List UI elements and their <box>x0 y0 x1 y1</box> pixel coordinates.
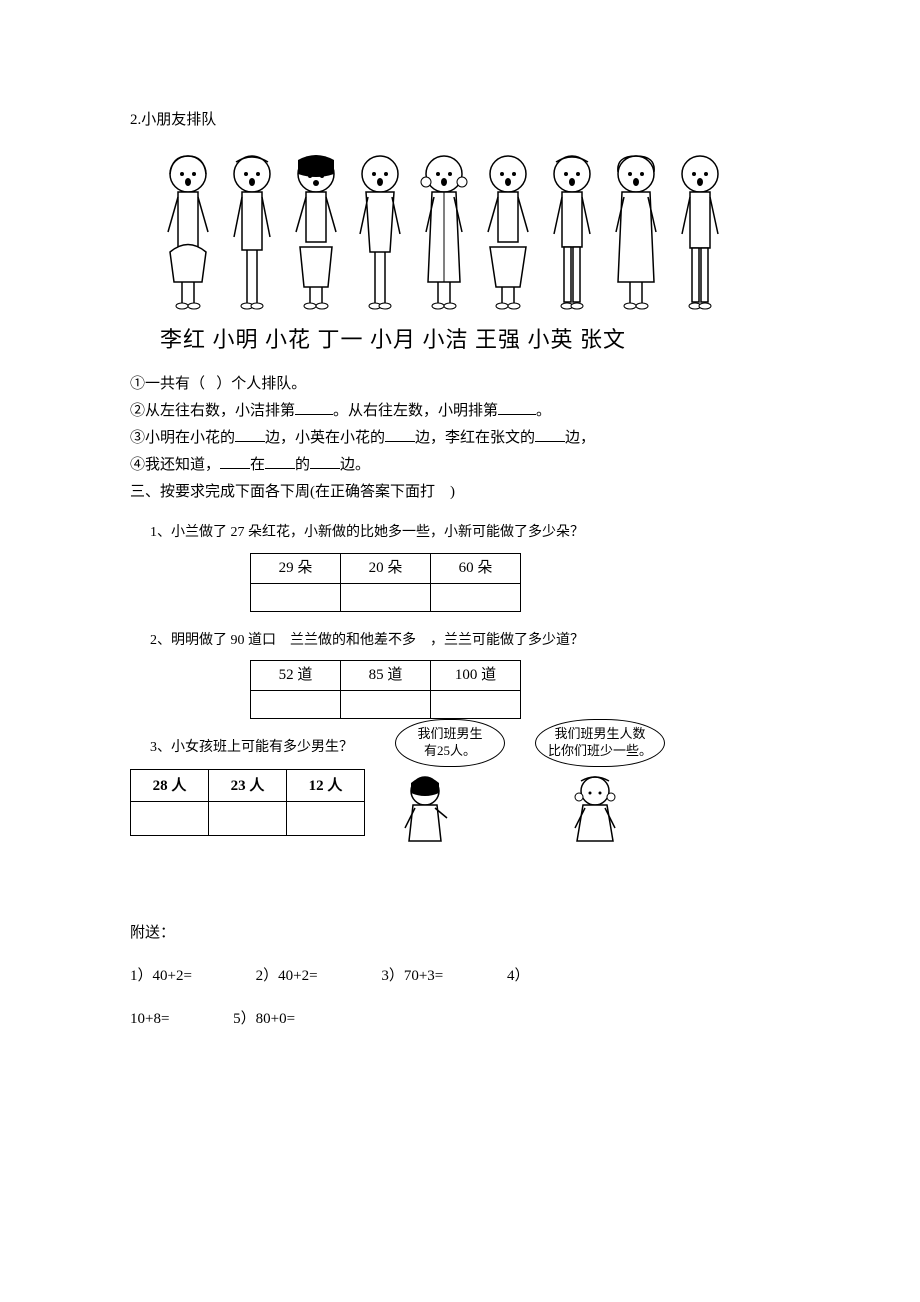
math-row-2: 10+8= 5）80+0= <box>130 1003 790 1036</box>
child-figure-6 <box>480 152 536 312</box>
blank[interactable] <box>295 400 333 415</box>
blank[interactable] <box>220 454 250 469</box>
answer-cell[interactable] <box>341 583 431 611</box>
math-2: 2）40+2= <box>256 960 318 993</box>
answer-cell[interactable] <box>131 802 209 836</box>
answer-cell[interactable] <box>431 583 521 611</box>
kid-icon-1 <box>395 773 455 843</box>
q4-d: 边。 <box>340 457 370 473</box>
sub1-opt-1: 20 朵 <box>341 553 431 583</box>
sub1-prompt: 1、小兰做了 27 朵红花，小新做的比她多一些，小新可能做了多少朵？ <box>150 522 790 544</box>
q3-illustration: 我们班男生有25人。 我们班男生人数比你们班少一些。 <box>395 719 665 851</box>
q2-c: 。 <box>536 403 551 419</box>
addendum-title: 附送： <box>130 921 790 945</box>
child-figure-9 <box>672 152 728 312</box>
q1-suffix: ）个人排队。 <box>216 376 306 392</box>
q2-b: 。从右往左数，小明排第 <box>333 403 498 419</box>
blank[interactable] <box>498 400 536 415</box>
q1-prefix: ①一共有（ <box>130 375 205 392</box>
child-figure-8 <box>608 152 664 312</box>
blank[interactable] <box>235 427 265 442</box>
child-figure-5 <box>416 152 472 312</box>
sub3-opt-1: 23 人 <box>209 770 287 802</box>
q4-b: 在 <box>250 457 265 473</box>
answer-cell[interactable] <box>431 690 521 718</box>
child-figure-7 <box>544 152 600 312</box>
child-figure-4 <box>352 152 408 312</box>
math-3: 3）70+3= <box>381 960 443 993</box>
q2-a: ②从左往右数，小洁排第 <box>130 403 295 419</box>
q4-c: 的 <box>295 457 310 473</box>
sub2-table: 52 道85 道100 道 <box>250 660 521 719</box>
math-4: 4） <box>507 960 530 993</box>
sub2-opt-1: 85 道 <box>341 660 431 690</box>
kid-icon-2 <box>565 773 625 843</box>
sub3-opt-0: 28 人 <box>131 770 209 802</box>
blank[interactable] <box>535 427 565 442</box>
children-lineup <box>160 152 790 312</box>
child-figure-3 <box>288 152 344 312</box>
section-title: 2.小朋友排队 <box>130 108 790 132</box>
sub3-table: 28 人23 人12 人 <box>130 769 365 836</box>
children-names: 李红 小明 小花 丁一 小月 小洁 王强 小英 张文 <box>160 322 790 357</box>
q3-b: 边，小英在小花的 <box>265 430 385 446</box>
answer-cell[interactable] <box>251 583 341 611</box>
sub1-opt-2: 60 朵 <box>431 553 521 583</box>
speech-bubble-1: 我们班男生有25人。 <box>395 719 505 767</box>
blank[interactable] <box>385 427 415 442</box>
math-5: 10+8= <box>130 1003 169 1036</box>
answer-cell[interactable] <box>251 690 341 718</box>
q3-d: 边， <box>565 430 595 446</box>
sub1-table: 29 朵20 朵60 朵 <box>250 553 521 612</box>
speech-bubble-2: 我们班男生人数比你们班少一些。 <box>535 719 665 767</box>
sub2-prompt: 2、明明做了 90 道口 兰兰做的和他差不多 ，兰兰可能做了多少道？ <box>150 630 790 652</box>
child-figure-2 <box>224 152 280 312</box>
answer-cell[interactable] <box>287 802 365 836</box>
blank[interactable] <box>265 454 295 469</box>
sub1-opt-0: 29 朵 <box>251 553 341 583</box>
sub2-opt-2: 100 道 <box>431 660 521 690</box>
section-3-title: 三、按要求完成下面各下周(在正确答案下面打 ) <box>130 480 790 504</box>
answer-cell[interactable] <box>341 690 431 718</box>
q3-c: 边，李红在张文的 <box>415 430 535 446</box>
answer-cell[interactable] <box>209 802 287 836</box>
question-block: ①一共有（ ）个人排队。 ②从左往右数，小洁排第 。从右往左数，小明排第 。 ③小明… <box>130 372 790 504</box>
q3-a: ③小明在小花的 <box>130 430 235 446</box>
sub2-opt-0: 52 道 <box>251 660 341 690</box>
sub3-opt-2: 12 人 <box>287 770 365 802</box>
math-1: 1）40+2= <box>130 960 192 993</box>
math-row: 1）40+2= 2）40+2= 3）70+3= 4） <box>130 960 790 993</box>
q4-a: ④我还知道， <box>130 457 220 473</box>
child-figure-1 <box>160 152 216 312</box>
blank[interactable] <box>310 454 340 469</box>
math-6: 5）80+0= <box>233 1003 295 1036</box>
